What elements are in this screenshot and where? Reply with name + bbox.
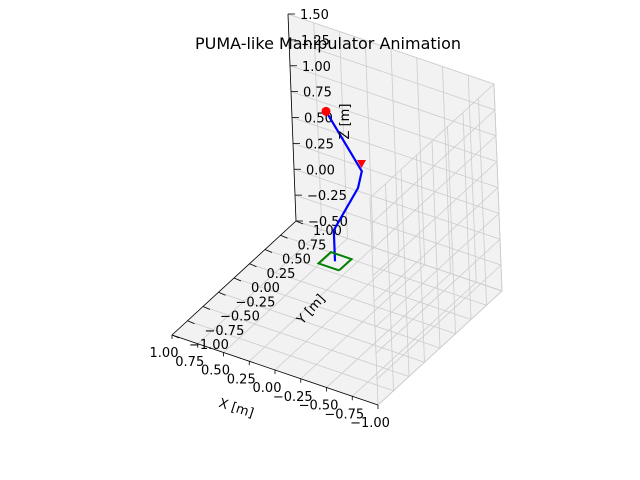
- z-tick-label: 1.00: [302, 60, 331, 75]
- y-tick: [187, 320, 195, 325]
- z-axis-label-group: Z [m]: [338, 104, 353, 140]
- y-tick-label: −0.25: [236, 295, 276, 310]
- z-tick-label: 0.00: [306, 163, 335, 178]
- grid-line: [223, 238, 348, 353]
- grid-line: [264, 249, 472, 320]
- y-tick-label: 0.00: [251, 281, 280, 296]
- grid-line: [288, 39, 496, 111]
- base-square: [316, 250, 354, 272]
- z-tick-label: 0.25: [305, 137, 334, 152]
- x-axis-label: X [m]: [217, 396, 256, 421]
- grid-line: [447, 126, 456, 334]
- z-axis-label: Z [m]: [338, 104, 353, 140]
- grid-line: [478, 98, 487, 306]
- end-effector-marker: [321, 106, 331, 116]
- y-tick: [202, 306, 211, 310]
- data-series: [316, 106, 366, 272]
- z-tick-label: 1.25: [301, 34, 330, 49]
- y-tick-label: 1.00: [313, 224, 342, 239]
- y-tick: [249, 263, 257, 268]
- grid-line: [280, 234, 487, 306]
- x-tick-label: 0.00: [253, 381, 282, 396]
- grid-line: [197, 229, 323, 345]
- grid-line: [287, 13, 495, 85]
- z-tick-label: 1.50: [300, 8, 329, 23]
- x-tick-label: −1.00: [350, 416, 390, 431]
- grid-line: [313, 22, 323, 230]
- grid-line: [369, 83, 495, 199]
- grid-line: [371, 135, 497, 251]
- grid-line: [233, 277, 441, 349]
- grid-line: [462, 112, 472, 320]
- x-tick-label: 1.00: [150, 346, 179, 361]
- z-tick-label: 0.75: [303, 86, 332, 101]
- y-tick: [280, 234, 288, 239]
- grid-line: [248, 246, 374, 362]
- y-tick: [295, 220, 304, 225]
- grid-line: [291, 117, 499, 188]
- grid-line: [295, 220, 503, 292]
- y-tick: [171, 334, 180, 339]
- y-tick-label: −1.00: [189, 338, 229, 353]
- grid-line: [372, 161, 498, 276]
- grid-line: [373, 187, 499, 302]
- x-tick-label: 0.75: [175, 355, 204, 370]
- y-tick-label: 0.50: [282, 253, 311, 268]
- z-tick-label: −0.25: [307, 189, 347, 204]
- y-tick: [218, 291, 226, 296]
- x-tick-label: −0.25: [273, 390, 313, 405]
- grid-line: [290, 91, 498, 163]
- grid-line: [364, 40, 374, 248]
- y-tick: [233, 277, 242, 282]
- y-tick-label: −0.50: [220, 310, 260, 325]
- grid-line: [289, 65, 497, 137]
- y-tick-label: 0.25: [267, 267, 296, 282]
- grid-line: [370, 109, 496, 225]
- x-axis-label-group: X [m]: [217, 396, 256, 421]
- x-tick-label: 0.50: [201, 364, 230, 379]
- wrist-marker: [357, 160, 366, 168]
- x-tick-label: −0.50: [299, 399, 339, 414]
- y-tick: [264, 249, 273, 253]
- chart-title: PUMA-like Manipulator Animation: [195, 34, 461, 53]
- x-tick-label: −0.75: [324, 407, 364, 422]
- z-tick-label: −0.50: [308, 215, 348, 230]
- grid-line: [493, 83, 503, 292]
- x-tick-label: 0.25: [227, 372, 256, 387]
- arm-link: [325, 110, 363, 262]
- y-tick-label: −0.75: [205, 324, 245, 339]
- grid-line: [339, 31, 348, 239]
- grid-line: [249, 263, 456, 335]
- tick-marks: −1.00−1.00−0.50−0.75−0.75−0.25−0.50−0.50…: [150, 8, 390, 431]
- y-tick-label: 0.75: [298, 238, 327, 253]
